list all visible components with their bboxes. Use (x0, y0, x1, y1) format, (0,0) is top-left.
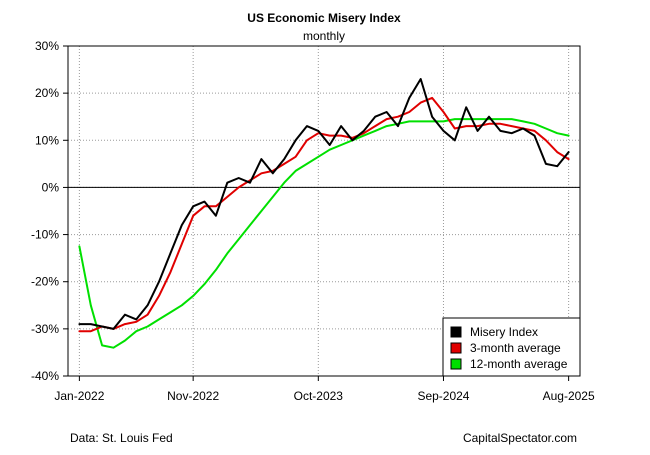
chart-subtitle: monthly (303, 29, 345, 43)
credit-note: CapitalSpectator.com (463, 431, 577, 445)
x-tick-label: Aug-2025 (543, 389, 595, 403)
x-tick-label: Oct-2023 (294, 389, 344, 403)
y-tick-label: -10% (31, 228, 59, 242)
legend-swatch (450, 326, 462, 338)
series-line-12-month-average (78, 118, 570, 349)
y-tick-label: -30% (31, 322, 59, 336)
y-tick-label: -20% (31, 275, 59, 289)
axis-labels: -40% -30% -20% -10% 0% 10% 20% 30% Jan-2022 Nov-2… (31, 39, 595, 403)
series-lines (78, 78, 570, 349)
legend-swatch (450, 342, 462, 354)
legend: Misery Index 3-month average 12-month aver… (442, 317, 581, 377)
series-line-3-month-average (78, 96, 570, 333)
plot-frame (67, 45, 581, 377)
legend-label: Misery Index (470, 325, 538, 339)
legend-box (442, 317, 581, 377)
y-tick-label: 20% (35, 86, 59, 100)
legend-swatch (450, 358, 462, 370)
series-line-misery-index (78, 78, 570, 330)
y-tick-label: 0% (42, 180, 60, 194)
y-tick-label: -40% (31, 369, 59, 383)
source-note: Data: St. Louis Fed (70, 431, 173, 445)
y-tick-label: 30% (35, 39, 59, 53)
legend-label: 12-month average (470, 357, 568, 371)
x-tick-label: Jan-2022 (54, 389, 104, 403)
legend-label: 3-month average (470, 341, 561, 355)
y-tick-label: 10% (35, 133, 59, 147)
chart-title: US Economic Misery Index (247, 11, 401, 25)
x-tick-label: Sep-2024 (417, 389, 469, 403)
x-tick-label: Nov-2022 (167, 389, 219, 403)
